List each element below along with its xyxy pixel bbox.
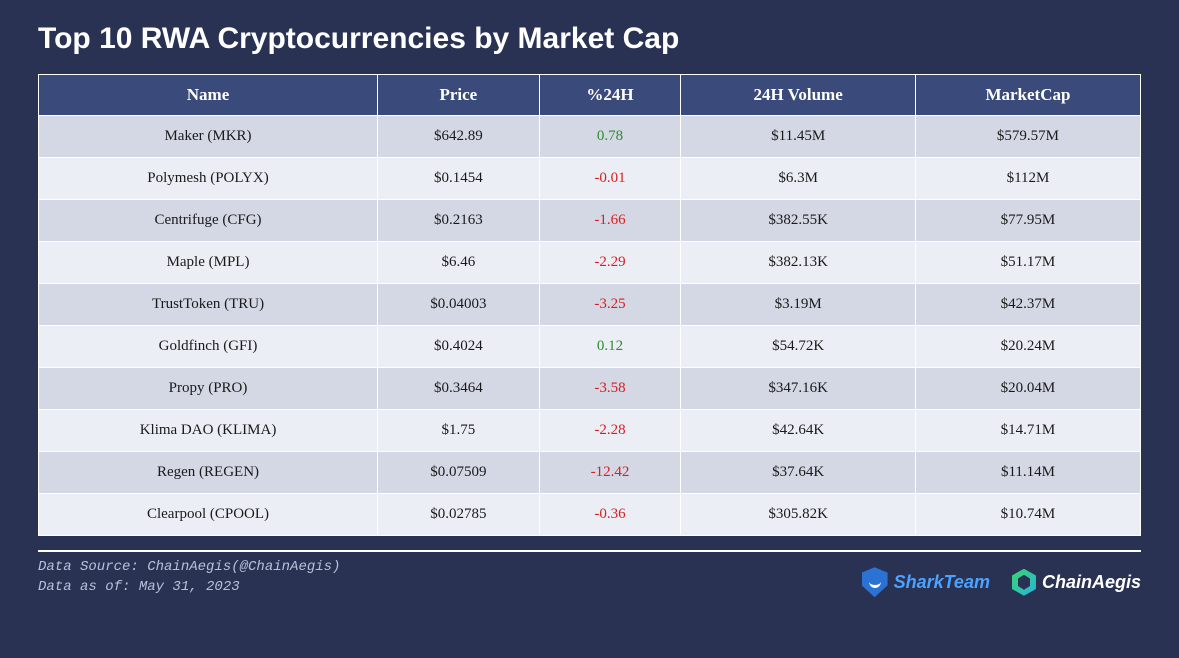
cell-price: $0.04003 [378,284,540,326]
footer-brands: SharkTeam ChainAegis [862,567,1141,597]
cell-pct24h: -1.66 [539,200,681,242]
table-row: Propy (PRO)$0.3464-3.58$347.16K$20.04M [39,368,1141,410]
brand-chainaegis: ChainAegis [1012,569,1141,596]
col-name: Name [39,75,378,116]
cell-price: $0.2163 [378,200,540,242]
cell-pct24h: -0.01 [539,158,681,200]
cell-marketcap: $112M [915,158,1140,200]
cell-pct24h: -0.36 [539,494,681,536]
cell-name: Maker (MKR) [39,116,378,158]
cell-price: $0.3464 [378,368,540,410]
cell-volume: $42.64K [681,410,916,452]
cell-volume: $382.55K [681,200,916,242]
col-price: Price [378,75,540,116]
table-row: Polymesh (POLYX)$0.1454-0.01$6.3M$112M [39,158,1141,200]
cell-volume: $347.16K [681,368,916,410]
cell-name: Centrifuge (CFG) [39,200,378,242]
cell-pct24h: 0.78 [539,116,681,158]
cell-price: $6.46 [378,242,540,284]
cell-price: $0.07509 [378,452,540,494]
cell-pct24h: -12.42 [539,452,681,494]
cell-name: Klima DAO (KLIMA) [39,410,378,452]
table-header-row: Name Price %24H 24H Volume MarketCap [39,75,1141,116]
cell-pct24h: -2.29 [539,242,681,284]
table-row: Centrifuge (CFG)$0.2163-1.66$382.55K$77.… [39,200,1141,242]
cell-marketcap: $10.74M [915,494,1140,536]
footer-meta: Data Source: ChainAegis(@ChainAegis) Dat… [38,558,340,597]
col-pct24h: %24H [539,75,681,116]
col-marketcap: MarketCap [915,75,1140,116]
cell-volume: $6.3M [681,158,916,200]
table-row: Goldfinch (GFI)$0.40240.12$54.72K$20.24M [39,326,1141,368]
cell-marketcap: $14.71M [915,410,1140,452]
cell-volume: $54.72K [681,326,916,368]
data-source-text: Data Source: ChainAegis(@ChainAegis) [38,558,340,578]
cell-name: Propy (PRO) [39,368,378,410]
cell-volume: $37.64K [681,452,916,494]
brand-chainaegis-label: ChainAegis [1042,572,1141,593]
cell-name: Regen (REGEN) [39,452,378,494]
cell-marketcap: $77.95M [915,200,1140,242]
table-row: Maple (MPL)$6.46-2.29$382.13K$51.17M [39,242,1141,284]
cell-name: Clearpool (CPOOL) [39,494,378,536]
cell-price: $0.4024 [378,326,540,368]
shield-icon [862,567,888,597]
cell-marketcap: $51.17M [915,242,1140,284]
cell-name: Polymesh (POLYX) [39,158,378,200]
cell-volume: $382.13K [681,242,916,284]
cell-marketcap: $42.37M [915,284,1140,326]
cell-volume: $3.19M [681,284,916,326]
cell-pct24h: -2.28 [539,410,681,452]
table-row: TrustToken (TRU)$0.04003-3.25$3.19M$42.3… [39,284,1141,326]
cell-price: $642.89 [378,116,540,158]
table-row: Maker (MKR)$642.890.78$11.45M$579.57M [39,116,1141,158]
hexagon-icon [1012,569,1036,596]
col-volume: 24H Volume [681,75,916,116]
brand-sharkteam: SharkTeam [862,567,990,597]
table-row: Regen (REGEN)$0.07509-12.42$37.64K$11.14… [39,452,1141,494]
cell-pct24h: -3.58 [539,368,681,410]
data-date-text: Data as of: May 31, 2023 [38,578,340,598]
brand-sharkteam-label: SharkTeam [894,572,990,593]
cell-name: Goldfinch (GFI) [39,326,378,368]
cell-pct24h: 0.12 [539,326,681,368]
cell-marketcap: $579.57M [915,116,1140,158]
cell-price: $0.02785 [378,494,540,536]
footer: Data Source: ChainAegis(@ChainAegis) Dat… [0,552,1179,597]
table-row: Clearpool (CPOOL)$0.02785-0.36$305.82K$1… [39,494,1141,536]
crypto-table: Name Price %24H 24H Volume MarketCap Mak… [38,74,1141,536]
table-row: Klima DAO (KLIMA)$1.75-2.28$42.64K$14.71… [39,410,1141,452]
cell-volume: $11.45M [681,116,916,158]
cell-marketcap: $20.04M [915,368,1140,410]
cell-marketcap: $20.24M [915,326,1140,368]
cell-volume: $305.82K [681,494,916,536]
cell-pct24h: -3.25 [539,284,681,326]
cell-marketcap: $11.14M [915,452,1140,494]
page-title: Top 10 RWA Cryptocurrencies by Market Ca… [38,22,1141,56]
cell-price: $1.75 [378,410,540,452]
cell-price: $0.1454 [378,158,540,200]
cell-name: TrustToken (TRU) [39,284,378,326]
cell-name: Maple (MPL) [39,242,378,284]
